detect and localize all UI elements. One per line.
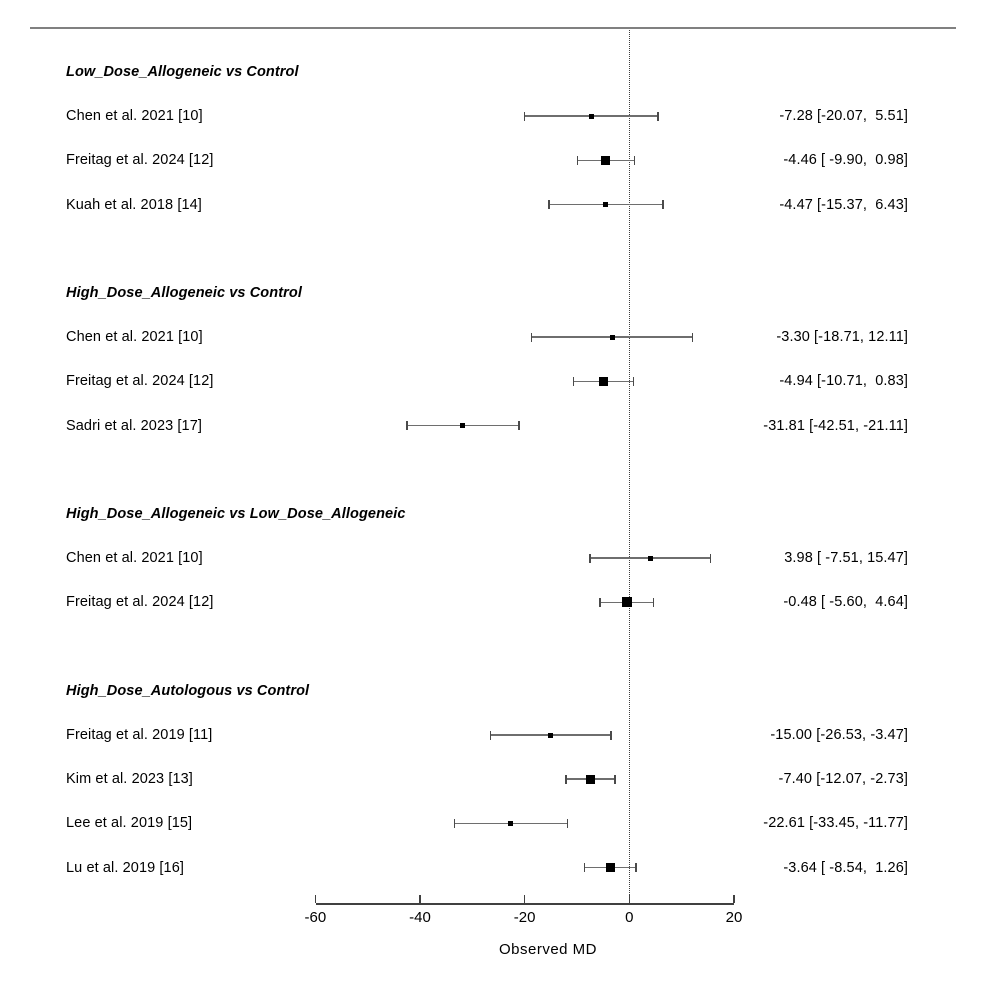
study-label: Freitag et al. 2019 [11]: [66, 727, 213, 743]
study-label: Chen et al. 2021 [10]: [66, 108, 203, 125]
study-label: Chen et al. 2021 [10]: [66, 550, 203, 567]
point-estimate-marker: [598, 376, 608, 386]
estimate-annotation: -4.94 [-10.71, 0.83]: [779, 373, 908, 390]
x-axis-title: Observed MD: [498, 941, 598, 958]
ci-cap-left: [548, 200, 550, 210]
estimate-annotation: -31.81 [-42.51, -21.11]: [763, 417, 908, 434]
study-label: Freitag et al. 2024 [12]: [66, 152, 214, 169]
estimate-annotation: -4.46 [ -9.90, 0.98]: [783, 152, 908, 169]
ci-cap-right: [610, 730, 612, 740]
estimate-annotation: -22.61 [-33.45, -11.77]: [763, 815, 908, 832]
ci-cap-right: [635, 863, 637, 873]
ci-cap-right: [662, 200, 664, 210]
point-estimate-marker: [601, 155, 611, 165]
zero-reference-line: [629, 30, 630, 903]
ci-cap-right: [614, 774, 616, 784]
estimate-annotation: 3.98 [ -7.51, 15.47]: [784, 550, 908, 567]
point-estimate-marker: [605, 863, 615, 873]
ci-cap-right: [633, 155, 636, 165]
study-label: Kuah et al. 2018 [14]: [66, 196, 202, 213]
ci-cap-right: [652, 597, 655, 607]
top-rule: [30, 27, 956, 29]
point-estimate-marker: [460, 423, 466, 429]
point-estimate-marker: [603, 202, 609, 208]
point-estimate-marker: [609, 334, 615, 340]
group-header: Low_Dose_Allogeneic vs Control: [66, 64, 299, 80]
ci-cap-left: [583, 863, 586, 873]
ci-cap-left: [406, 421, 408, 431]
ci-cap-left: [572, 376, 574, 386]
study-label: Lu et al. 2019 [16]: [66, 859, 184, 876]
ci-cap-left: [589, 553, 591, 563]
x-axis-tick-label: -20: [513, 909, 536, 926]
estimate-annotation: -7.28 [-20.07, 5.51]: [779, 108, 908, 125]
study-label: Sadri et al. 2023 [17]: [66, 417, 203, 434]
x-axis-tick: [523, 895, 526, 903]
x-axis-tick-label: -40: [409, 909, 431, 926]
point-estimate-marker: [586, 774, 596, 784]
ci-cap-left: [453, 818, 455, 828]
estimate-annotation: -0.48 [ -5.60, 4.64]: [783, 594, 908, 611]
ci-cap-left: [576, 155, 579, 165]
ci-cap-right: [691, 332, 694, 342]
point-estimate-marker: [548, 732, 554, 738]
x-axis-tick: [419, 895, 421, 903]
point-estimate-marker: [588, 113, 594, 119]
ci-cap-left: [530, 332, 533, 342]
point-estimate-marker: [508, 820, 514, 826]
ci-cap-right: [518, 421, 520, 431]
estimate-annotation: -7.40 [-12.07, -2.73]: [778, 771, 908, 788]
x-axis-tick-label: 20: [725, 909, 743, 926]
ci-cap-right: [709, 553, 711, 563]
study-label: Chen et al. 2021 [10]: [66, 329, 203, 346]
estimate-annotation: -3.30 [-18.71, 12.11]: [776, 329, 908, 346]
point-estimate-marker: [621, 597, 632, 608]
x-axis-tick: [628, 895, 631, 903]
study-label: Kim et al. 2023 [13]: [66, 771, 193, 788]
ci-cap-right: [657, 111, 659, 121]
ci-cap-left: [599, 597, 601, 607]
x-axis-line: [315, 903, 735, 905]
study-label: Freitag et al. 2024 [12]: [66, 373, 214, 390]
estimate-annotation: -4.47 [-15.37, 6.43]: [779, 196, 908, 213]
x-axis-tick-label: 0: [625, 909, 634, 926]
group-header: High_Dose_Autologous vs Control: [66, 682, 310, 699]
study-label: Lee et al. 2019 [15]: [66, 815, 193, 832]
x-axis-tick-label: -60: [304, 909, 327, 926]
group-header: High_Dose_Allogeneic vs Low_Dose_Allogen…: [66, 506, 406, 522]
x-axis-tick: [314, 895, 317, 903]
ci-cap-right: [632, 376, 635, 386]
estimate-annotation: -3.64 [ -8.54, 1.26]: [783, 859, 908, 876]
ci-cap-left: [565, 774, 567, 784]
ci-cap-right: [566, 818, 569, 828]
group-header: High_Dose_Allogeneic vs Control: [66, 285, 302, 301]
ci-cap-left: [523, 111, 526, 121]
study-label: Freitag et al. 2024 [12]: [66, 594, 214, 611]
x-axis-tick: [733, 895, 735, 903]
estimate-annotation: -15.00 [-26.53, -3.47]: [770, 727, 908, 743]
ci-cap-left: [489, 730, 492, 740]
point-estimate-marker: [647, 555, 653, 561]
